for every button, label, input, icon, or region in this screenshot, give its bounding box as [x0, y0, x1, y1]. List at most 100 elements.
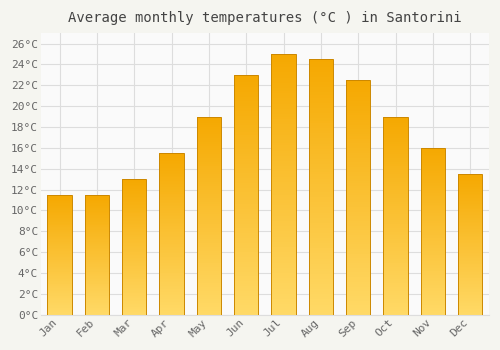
Bar [197, 160, 221, 162]
Bar [272, 117, 295, 119]
Bar [197, 251, 221, 253]
Bar [85, 253, 109, 255]
Bar [272, 197, 295, 200]
Bar [122, 311, 146, 312]
Bar [272, 239, 295, 242]
Bar [48, 295, 72, 297]
Bar [346, 197, 370, 200]
Bar [234, 171, 258, 173]
Bar [160, 236, 184, 237]
Bar [346, 202, 370, 204]
Bar [309, 197, 333, 200]
Bar [458, 177, 482, 178]
Bar [234, 168, 258, 171]
Bar [272, 244, 295, 247]
Bar [85, 300, 109, 302]
Bar [309, 110, 333, 113]
Bar [160, 206, 184, 208]
Bar [346, 141, 370, 144]
Bar [384, 198, 407, 200]
Bar [234, 291, 258, 293]
Bar [384, 117, 407, 119]
Bar [48, 279, 72, 280]
Bar [85, 298, 109, 299]
Bar [122, 313, 146, 315]
Bar [85, 198, 109, 200]
Bar [384, 253, 407, 255]
Bar [197, 128, 221, 131]
Bar [197, 200, 221, 202]
Bar [384, 301, 407, 303]
Bar [272, 150, 295, 153]
Bar [272, 161, 295, 163]
Bar [458, 264, 482, 265]
Bar [309, 253, 333, 256]
Bar [346, 284, 370, 287]
Bar [48, 245, 72, 246]
Bar [421, 285, 445, 286]
Bar [85, 243, 109, 244]
Bar [272, 218, 295, 221]
Bar [421, 268, 445, 270]
Bar [272, 208, 295, 210]
Bar [272, 229, 295, 231]
Bar [122, 216, 146, 217]
Bar [421, 223, 445, 225]
Bar [234, 77, 258, 80]
Bar [458, 244, 482, 246]
Bar [234, 202, 258, 204]
Bar [85, 230, 109, 231]
Bar [85, 210, 109, 212]
Bar [160, 232, 184, 234]
Bar [346, 289, 370, 291]
Bar [160, 205, 184, 206]
Bar [384, 226, 407, 228]
Bar [48, 222, 72, 224]
Bar [384, 152, 407, 154]
Bar [421, 270, 445, 271]
Bar [421, 258, 445, 260]
Bar [234, 233, 258, 236]
Bar [384, 140, 407, 142]
Bar [421, 240, 445, 241]
Bar [85, 264, 109, 266]
Bar [346, 211, 370, 214]
Bar [160, 244, 184, 245]
Bar [346, 273, 370, 275]
Bar [384, 273, 407, 275]
Bar [85, 197, 109, 198]
Bar [122, 240, 146, 241]
Bar [458, 294, 482, 295]
Bar [122, 266, 146, 267]
Bar [160, 179, 184, 181]
Bar [234, 80, 258, 82]
Bar [384, 125, 407, 127]
Bar [234, 197, 258, 199]
Bar [458, 257, 482, 258]
Bar [309, 116, 333, 118]
Bar [234, 279, 258, 281]
Bar [122, 223, 146, 224]
Bar [160, 312, 184, 313]
Bar [384, 311, 407, 313]
Bar [458, 218, 482, 219]
Bar [384, 146, 407, 148]
Bar [197, 236, 221, 237]
Bar [48, 310, 72, 311]
Bar [384, 196, 407, 198]
Bar [384, 305, 407, 307]
Bar [234, 284, 258, 286]
Bar [384, 269, 407, 271]
Bar [85, 229, 109, 230]
Bar [384, 127, 407, 128]
Bar [122, 228, 146, 229]
Bar [85, 246, 109, 247]
Bar [234, 190, 258, 192]
Bar [421, 233, 445, 235]
Bar [197, 180, 221, 182]
Bar [85, 291, 109, 292]
Bar [421, 296, 445, 298]
Bar [346, 218, 370, 221]
Bar [309, 271, 333, 274]
Bar [309, 149, 333, 151]
